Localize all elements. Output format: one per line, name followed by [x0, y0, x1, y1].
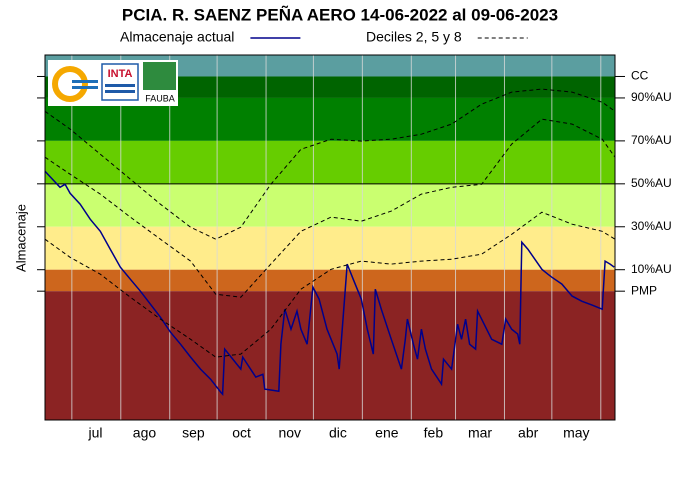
y-tick-label: 50%AU	[631, 176, 672, 190]
x-tick-label: dic	[329, 425, 347, 441]
series-line	[44, 170, 615, 397]
series-line	[44, 211, 616, 358]
y-axis-label: Almacenaje	[13, 204, 28, 272]
logo-stripe	[72, 80, 98, 83]
logo-stripe	[72, 86, 98, 89]
y-tick-label: PMP	[631, 283, 657, 297]
band	[45, 291, 615, 420]
legend-label: Almacenaje actual	[120, 29, 234, 45]
logo-inta	[101, 63, 139, 101]
x-tick-label: mar	[468, 425, 492, 441]
logo-text: INTA	[108, 68, 133, 80]
logo-stripe	[105, 84, 135, 87]
x-tick-label: nov	[278, 425, 301, 441]
plot-area	[44, 55, 616, 420]
band	[45, 269, 615, 292]
band	[45, 183, 615, 227]
legend: Almacenaje actual Deciles 2, 5 y 8	[120, 29, 528, 45]
series-line	[44, 88, 616, 240]
x-tick-label: sep	[182, 425, 205, 441]
logo-fauba	[143, 62, 176, 90]
y-tick-label: CC	[631, 69, 649, 83]
chart-title: PCIA. R. SAENZ PEÑA AERO 14-06-2022 al 0…	[122, 4, 558, 24]
y-tick-label: 30%AU	[631, 219, 672, 233]
logos: INTA FAUBA	[48, 60, 178, 106]
x-tick-label: ago	[133, 425, 157, 441]
x-tick-label: ene	[375, 425, 399, 441]
legend-label: Deciles 2, 5 y 8	[366, 29, 462, 45]
x-tick-label: feb	[424, 425, 444, 441]
logo-ring	[52, 66, 88, 102]
x-tick-label: oct	[232, 425, 251, 441]
x-tick-label: may	[563, 425, 589, 441]
x-tick-label: jul	[88, 425, 103, 441]
band	[45, 76, 615, 98]
y-tick-label: 70%AU	[631, 133, 672, 147]
y-tick-label: 90%AU	[631, 90, 672, 104]
band	[45, 140, 615, 184]
logo-text: FAUBA	[145, 93, 175, 103]
plot-frame	[44, 54, 616, 421]
series-line	[44, 118, 616, 298]
x-tick-label: abr	[518, 425, 539, 441]
logo-stripe	[105, 90, 135, 93]
band	[45, 55, 615, 77]
band	[45, 226, 615, 270]
y-tick-label: 10%AU	[631, 262, 672, 276]
